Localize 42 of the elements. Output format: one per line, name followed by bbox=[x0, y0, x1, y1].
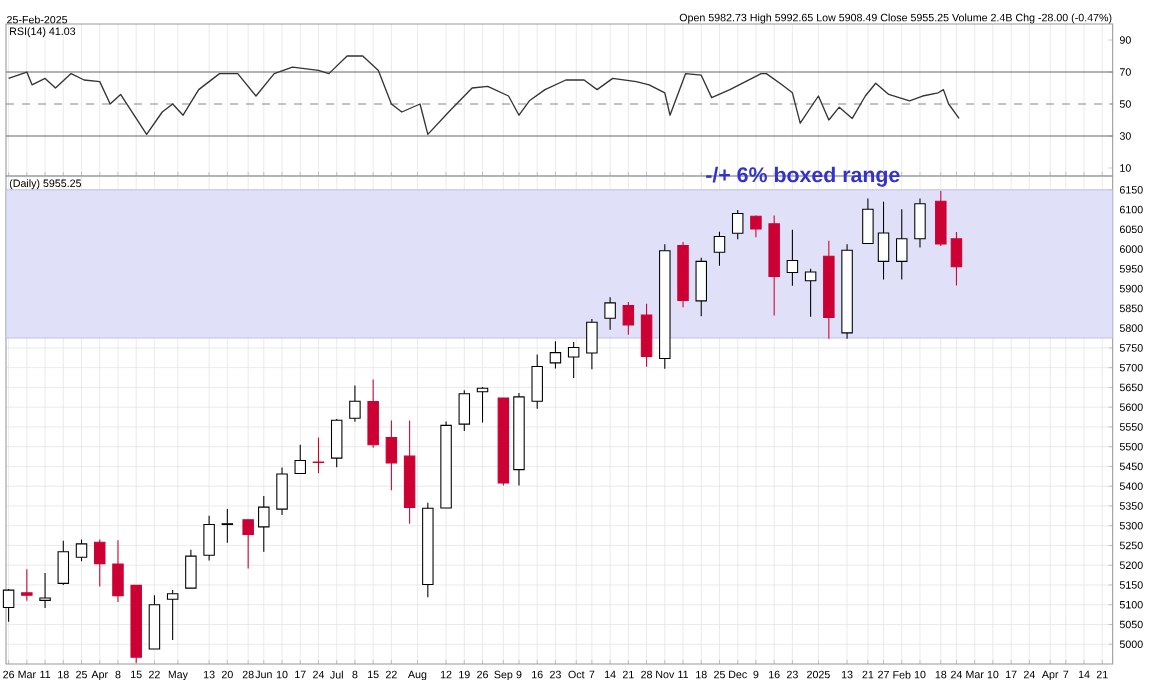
candlestick bbox=[862, 197, 874, 245]
candlestick bbox=[896, 208, 908, 281]
candlestick bbox=[75, 538, 88, 562]
candlestick bbox=[914, 197, 926, 249]
line-series bbox=[7, 55, 960, 136]
candlestick bbox=[258, 495, 270, 553]
candlestick bbox=[185, 549, 197, 589]
candlestick bbox=[877, 201, 890, 281]
candlestick bbox=[731, 209, 744, 240]
candlestick bbox=[57, 540, 70, 586]
candlestick bbox=[112, 539, 124, 603]
candlestick bbox=[21, 568, 33, 602]
candlestick bbox=[935, 190, 947, 247]
candlestick bbox=[950, 231, 963, 286]
candlestick bbox=[622, 301, 635, 336]
candlestick bbox=[312, 437, 325, 474]
candlestick bbox=[93, 538, 106, 588]
candlestick bbox=[2, 588, 15, 623]
candlestick bbox=[804, 268, 817, 318]
candlestick bbox=[567, 341, 580, 379]
candlestick bbox=[367, 378, 379, 449]
candlestick bbox=[458, 389, 471, 432]
candlestick bbox=[166, 589, 179, 641]
candlestick bbox=[221, 508, 234, 544]
candlestick bbox=[786, 229, 799, 287]
candlestick bbox=[203, 515, 215, 562]
candlestick bbox=[549, 340, 562, 369]
candlestick bbox=[330, 418, 343, 468]
candlestick bbox=[349, 384, 361, 423]
candlestick bbox=[276, 467, 288, 516]
candlestick bbox=[531, 354, 543, 410]
candlestick bbox=[586, 318, 598, 370]
candlestick bbox=[695, 257, 707, 317]
candlestick bbox=[294, 444, 306, 475]
candlestick bbox=[640, 303, 653, 368]
candlestick bbox=[713, 231, 726, 267]
band-label: -/+ 6% boxed range bbox=[706, 166, 900, 187]
candlestick bbox=[604, 296, 616, 331]
candlestick bbox=[385, 420, 398, 491]
candlestick bbox=[39, 572, 51, 609]
candlestick bbox=[148, 594, 161, 650]
candlestick bbox=[242, 519, 254, 569]
